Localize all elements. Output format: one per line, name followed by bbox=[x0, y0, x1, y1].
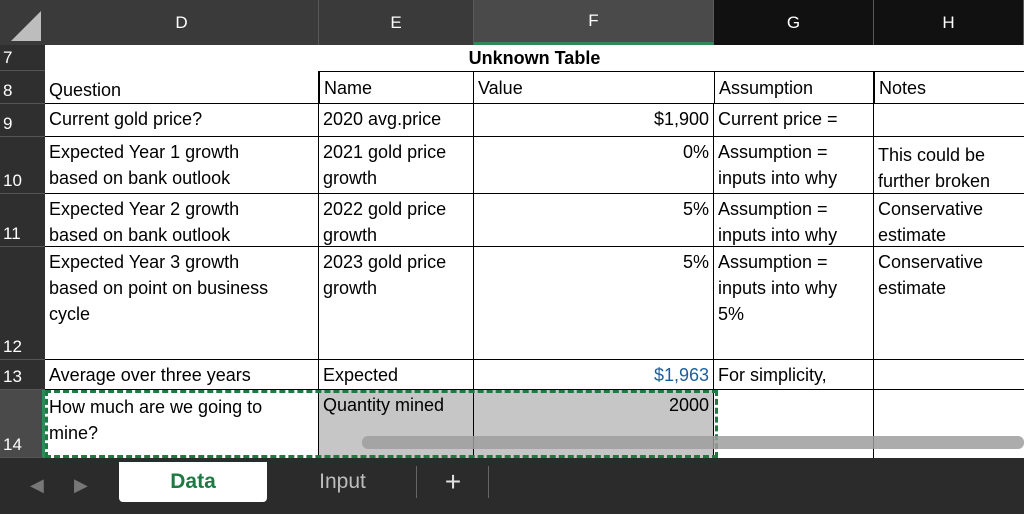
column-header-g[interactable]: G bbox=[714, 0, 874, 45]
row-header-10[interactable]: 10 bbox=[0, 137, 45, 194]
sheet-tab-input[interactable]: Input bbox=[319, 470, 366, 493]
cell-question-r12[interactable]: Expected Year 3 growth based on point on… bbox=[45, 247, 319, 360]
cell-value-r12[interactable]: 5% bbox=[474, 247, 714, 360]
column-header-d[interactable]: D bbox=[45, 0, 319, 45]
cell-notes-r12[interactable]: Conservative estimate bbox=[874, 247, 1024, 360]
scroll-tabs-right-icon[interactable]: ▶ bbox=[74, 475, 88, 495]
cell-assumption-r14[interactable] bbox=[714, 390, 874, 458]
header-assumption[interactable]: Assumption bbox=[714, 71, 874, 104]
scroll-tabs-left-icon[interactable]: ◀ bbox=[30, 475, 44, 495]
cell-name-r12[interactable]: 2023 gold price growth bbox=[319, 247, 474, 360]
add-sheet-button[interactable]: + bbox=[444, 466, 462, 497]
row-header-9[interactable]: 9 bbox=[0, 104, 45, 137]
cell-notes-r13[interactable] bbox=[874, 360, 1024, 390]
table-title[interactable]: Unknown Table bbox=[468, 48, 601, 68]
row-header-12[interactable]: 12 bbox=[0, 247, 45, 360]
cell-question-r11[interactable]: Expected Year 2 growth based on bank out… bbox=[45, 194, 319, 247]
tab-divider bbox=[416, 466, 417, 498]
cell-notes-r10[interactable]: This could be further broken bbox=[874, 137, 1024, 194]
horizontal-scrollbar[interactable] bbox=[362, 436, 1024, 449]
cell-name-r13[interactable]: Expected bbox=[319, 360, 474, 390]
cell-value-r10[interactable]: 0% bbox=[474, 137, 714, 194]
row-header-14[interactable]: 14 bbox=[0, 390, 45, 458]
header-question[interactable]: Question bbox=[45, 71, 319, 104]
header-name[interactable]: Name bbox=[319, 71, 474, 104]
header-notes[interactable]: Notes bbox=[874, 71, 1024, 104]
cell-assumption-r12[interactable]: Assumption = inputs into why 5% bbox=[714, 247, 874, 360]
cell-value-r9[interactable]: $1,900 bbox=[474, 104, 714, 137]
cell-name-r9[interactable]: 2020 avg.price bbox=[319, 104, 474, 137]
row-header-8[interactable]: 8 bbox=[0, 71, 45, 104]
cell-question-r14[interactable]: How much are we going to mine? bbox=[45, 390, 319, 458]
cell-question-r13[interactable]: Average over three years bbox=[45, 360, 319, 390]
row-header-13[interactable]: 13 bbox=[0, 360, 45, 390]
cell-name-r11[interactable]: 2022 gold price growth bbox=[319, 194, 474, 247]
cell-assumption-r10[interactable]: Assumption = inputs into why bbox=[714, 137, 874, 194]
cell-question-r10[interactable]: Expected Year 1 growth based on bank out… bbox=[45, 137, 319, 194]
cell-name-r10[interactable]: 2021 gold price growth bbox=[319, 137, 474, 194]
header-value[interactable]: Value bbox=[474, 71, 714, 104]
select-all-corner[interactable] bbox=[0, 0, 46, 45]
cell-question-r9[interactable]: Current gold price? bbox=[45, 104, 319, 137]
cell-assumption-r9[interactable]: Current price = bbox=[714, 104, 874, 137]
cell-value-r11[interactable]: 5% bbox=[474, 194, 714, 247]
column-header-f[interactable]: F bbox=[474, 0, 714, 45]
cell-assumption-r13[interactable]: For simplicity, bbox=[714, 360, 874, 390]
row-header-7[interactable]: 7 bbox=[0, 45, 45, 71]
tab-divider bbox=[488, 466, 489, 498]
select-all-triangle-icon bbox=[11, 11, 41, 41]
cell-notes-r11[interactable]: Conservative estimate bbox=[874, 194, 1024, 247]
cell-notes-r9[interactable] bbox=[874, 104, 1024, 137]
cell-value-r13[interactable]: $1,963 bbox=[474, 360, 714, 390]
cell-assumption-r11[interactable]: Assumption = inputs into why bbox=[714, 194, 874, 247]
column-header-h[interactable]: H bbox=[874, 0, 1024, 45]
column-header-e[interactable]: E bbox=[319, 0, 474, 45]
sheet-tab-data[interactable]: Data bbox=[119, 462, 267, 502]
row-header-11[interactable]: 11 bbox=[0, 194, 45, 247]
